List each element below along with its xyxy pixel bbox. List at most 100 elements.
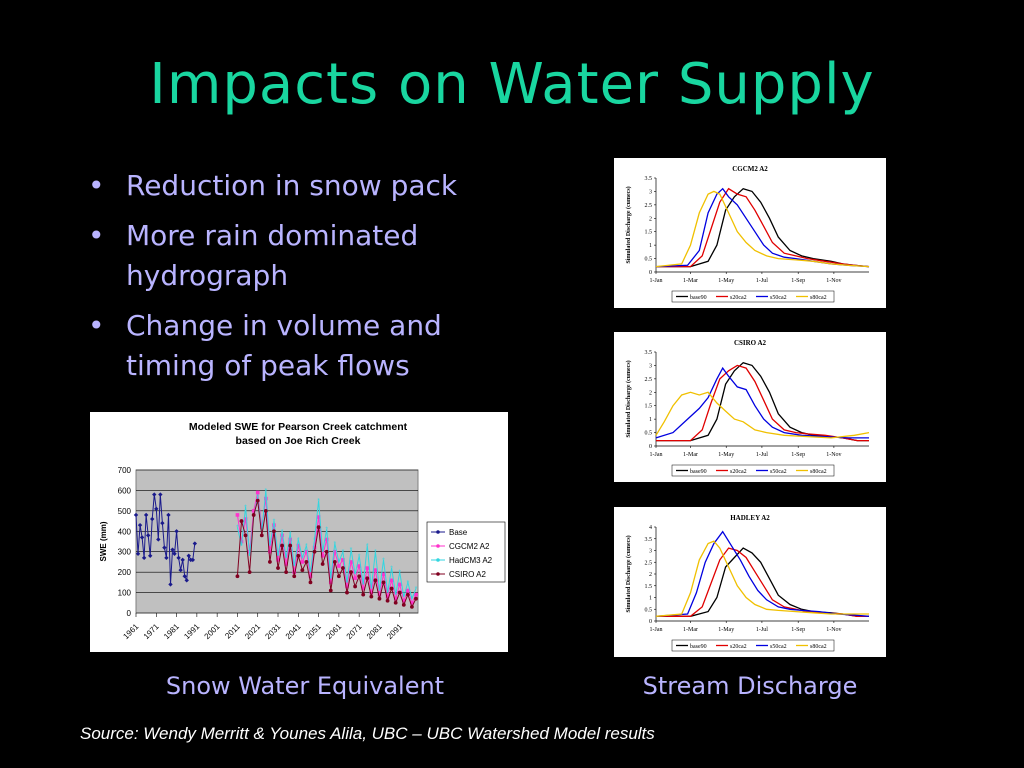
data-point [397,582,402,587]
data-point [280,533,284,538]
data-point: * [394,592,397,599]
x-tick-label: 2071 [345,622,364,641]
discharge-chart-panel-cgcm2: CGCM2 A2 0 0.5 1 1.5 2 2.5 3 3.5 1-Jan 1-Mar 1-May 1… [614,158,886,308]
data-point [353,576,357,581]
data-point [336,574,341,579]
data-point [397,590,402,595]
caption-snow-water-equivalent: Snow Water Equivalent [165,672,445,700]
bullet-list: • Reduction in snow pack • More rain domin… [88,166,528,396]
discharge-chart-panel-csiro: CSIRO A2 0 0.5 1 1.5 2 2.5 3 3.5 1-Jan 1-Mar 1-May 1… [614,332,886,482]
data-point [143,512,149,518]
data-point: * [269,543,272,550]
data-point: * [297,537,300,544]
data-point [312,545,317,550]
y-tick-label: 200 [118,568,132,577]
data-point [235,574,240,579]
legend-box [671,290,835,303]
data-point [276,566,280,570]
x-tick-label: 1-Mar [683,278,698,284]
y-tick-label: 700 [118,466,132,475]
data-point [192,541,198,546]
data-point [401,602,406,607]
legend-box [671,464,835,477]
y-axis-label: Simulated Discharge (cumecs) [625,186,632,263]
x-tick-label: 2061 [324,622,343,641]
slide-title: Impacts on Water Supply [149,52,875,117]
caption-stream-discharge: Stream Discharge [642,672,858,700]
data-point [349,560,353,564]
data-point: * [309,570,312,577]
x-tick-label: 1-Nov [826,278,841,284]
data-point: * [346,580,349,587]
bullet-text: Reduction in snow pack [126,169,458,202]
series-line [655,530,870,617]
y-axis-label: Simulated Discharge (cumecs) [625,535,632,612]
x-tick-label: 1991 [182,622,201,641]
data-point [373,578,378,583]
x-tick-label: 1-May [718,278,734,284]
data-point [133,512,139,518]
data-point [414,592,418,597]
x-tick-label: 1981 [162,622,181,641]
data-point: * [281,529,284,536]
data-point [150,516,155,522]
legend-label: s80ca2 [810,295,827,301]
data-point [156,537,161,542]
legend-label: s80ca2 [810,469,827,475]
data-point [401,598,406,603]
legend-marker [436,558,440,562]
data-point: * [411,596,414,603]
data-point [251,513,256,517]
x-tick-label: 1-Nov [826,627,841,633]
data-point: * [382,557,385,564]
data-point: * [236,525,239,532]
data-point: * [293,564,296,571]
data-point: * [333,541,336,548]
data-point: * [378,588,381,595]
data-point [235,513,240,517]
data-point: * [248,553,251,560]
data-point [288,543,293,548]
y-tick-label: 400 [118,527,132,536]
chart-title: CGCM2 A2 [732,165,768,173]
discharge-chart-panel-hadley: HADLEY A2 0 0.5 1 1.5 2 2.5 3 3.5 4 1-Jan 1-Mar 1-Ma… [614,507,886,657]
data-point [320,562,325,566]
data-point [308,580,313,585]
data-point: * [285,555,288,562]
data-point [259,533,264,538]
data-point [276,558,280,562]
data-point [406,588,410,593]
x-tick-label: 1-Mar [683,627,698,633]
chart-title: Modeled SWE for Pearson Creek catchment [189,421,408,433]
x-tick-label: 1-Jul [756,627,768,633]
data-point: * [329,576,332,583]
data-point [264,496,268,501]
y-tick-label: 2 [649,572,652,578]
y-tick-label: 100 [118,589,132,598]
y-tick-label: 1.5 [645,404,653,410]
data-point [381,580,386,585]
legend-label: s20ca2 [730,295,747,301]
data-point [361,586,366,591]
data-point [135,551,141,556]
bullet-item: • More rain dominated hydrograph [88,216,528,296]
data-point: * [277,553,280,560]
x-tick-label: 1-Sep [791,278,805,284]
data-point: * [402,594,405,601]
bullet-dot-icon: • [88,169,105,202]
data-point [255,498,260,503]
series-line [655,187,870,268]
data-point [247,570,252,575]
data-point [166,512,171,518]
data-point: * [354,572,357,579]
series-line [655,391,870,439]
data-point: * [398,570,401,577]
data-point [239,519,244,523]
data-point [393,596,398,601]
data-point [158,492,163,497]
data-point [308,574,313,579]
data-point [377,596,382,601]
data-point [405,592,410,597]
data-point [373,568,378,572]
x-tick-label: 1-Mar [683,452,698,458]
